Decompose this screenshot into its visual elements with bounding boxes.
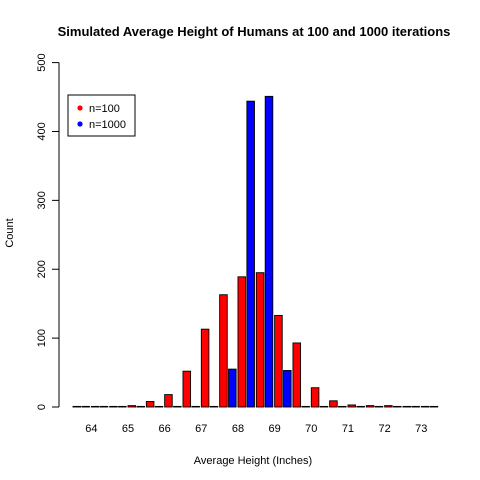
- x-tick-label: 65: [122, 423, 134, 435]
- bar-n100: [347, 404, 357, 408]
- x-tick-label: 72: [378, 423, 390, 435]
- bar-n1000: [429, 405, 439, 408]
- y-tick-label: 200: [36, 260, 48, 278]
- bar-n100: [182, 370, 192, 408]
- x-tick-label: 71: [342, 423, 354, 435]
- bar-n1000: [356, 405, 365, 408]
- bar-n1000: [319, 405, 329, 408]
- bar-n100: [90, 405, 100, 408]
- y-axis-label: Count: [4, 218, 16, 247]
- x-axis: 64 65 66 67 68 69 70 71 72 73: [85, 423, 427, 435]
- x-tick-label: 70: [305, 423, 317, 435]
- y-tick-label: 300: [36, 191, 48, 209]
- bar-n1000: [283, 370, 292, 408]
- bar-n100: [255, 272, 265, 408]
- bar-n100: [127, 405, 137, 408]
- legend-marker-n1000: [77, 121, 83, 127]
- bar-n1000: [118, 405, 127, 408]
- legend: n=100 n=1000: [67, 94, 136, 137]
- x-tick-label: 64: [85, 423, 97, 435]
- bar-n100: [274, 314, 283, 408]
- bar-n1000: [209, 405, 219, 408]
- bar-n1000: [264, 95, 274, 408]
- x-tick-label: 68: [232, 423, 244, 435]
- bar-n100: [164, 394, 173, 408]
- bar-n100: [145, 401, 155, 408]
- bar-n1000: [99, 405, 109, 408]
- bar-n1000: [154, 405, 164, 408]
- bar-n1000: [393, 405, 402, 408]
- bar-n1000: [301, 405, 310, 408]
- bar-n1000: [136, 405, 145, 408]
- legend-marker-n100: [77, 105, 83, 111]
- bar-n100: [384, 405, 393, 408]
- bar-n1000: [411, 405, 420, 408]
- y-axis: 0 100 200 300 400 500: [36, 53, 60, 410]
- bar-n100: [402, 405, 411, 408]
- bar-n100: [72, 405, 82, 408]
- bar-n100: [219, 294, 228, 408]
- y-tick-label: 0: [36, 404, 48, 410]
- bar-n1000: [338, 405, 347, 408]
- bar-n1000: [191, 405, 200, 408]
- bar-n1000: [81, 405, 90, 408]
- x-tick-label: 66: [159, 423, 171, 435]
- bar-n1000: [228, 368, 237, 408]
- bar-n100: [310, 387, 320, 408]
- bar-n100: [329, 400, 338, 408]
- legend-box: [67, 94, 136, 137]
- legend-label-n100: n=100: [89, 103, 120, 115]
- chart-title: Simulated Average Height of Humans at 10…: [58, 24, 451, 39]
- bar-n100: [420, 405, 430, 408]
- y-tick-label: 500: [36, 53, 48, 71]
- bar-n100: [109, 405, 118, 408]
- x-axis-label: Average Height (Inches): [194, 455, 312, 467]
- bar-n100: [200, 328, 210, 408]
- bar-n100: [237, 276, 247, 408]
- bar-n1000: [374, 405, 384, 408]
- bar-n1000: [173, 405, 182, 408]
- bars: [72, 95, 439, 408]
- y-tick-label: 400: [36, 122, 48, 140]
- bar-n100: [365, 405, 375, 408]
- x-tick-label: 69: [269, 423, 281, 435]
- x-tick-label: 73: [415, 423, 427, 435]
- legend-label-n1000: n=1000: [89, 119, 126, 131]
- x-tick-label: 67: [195, 423, 207, 435]
- bar-n1000: [246, 100, 255, 408]
- y-tick-label: 100: [36, 329, 48, 347]
- bar-n100: [292, 342, 302, 408]
